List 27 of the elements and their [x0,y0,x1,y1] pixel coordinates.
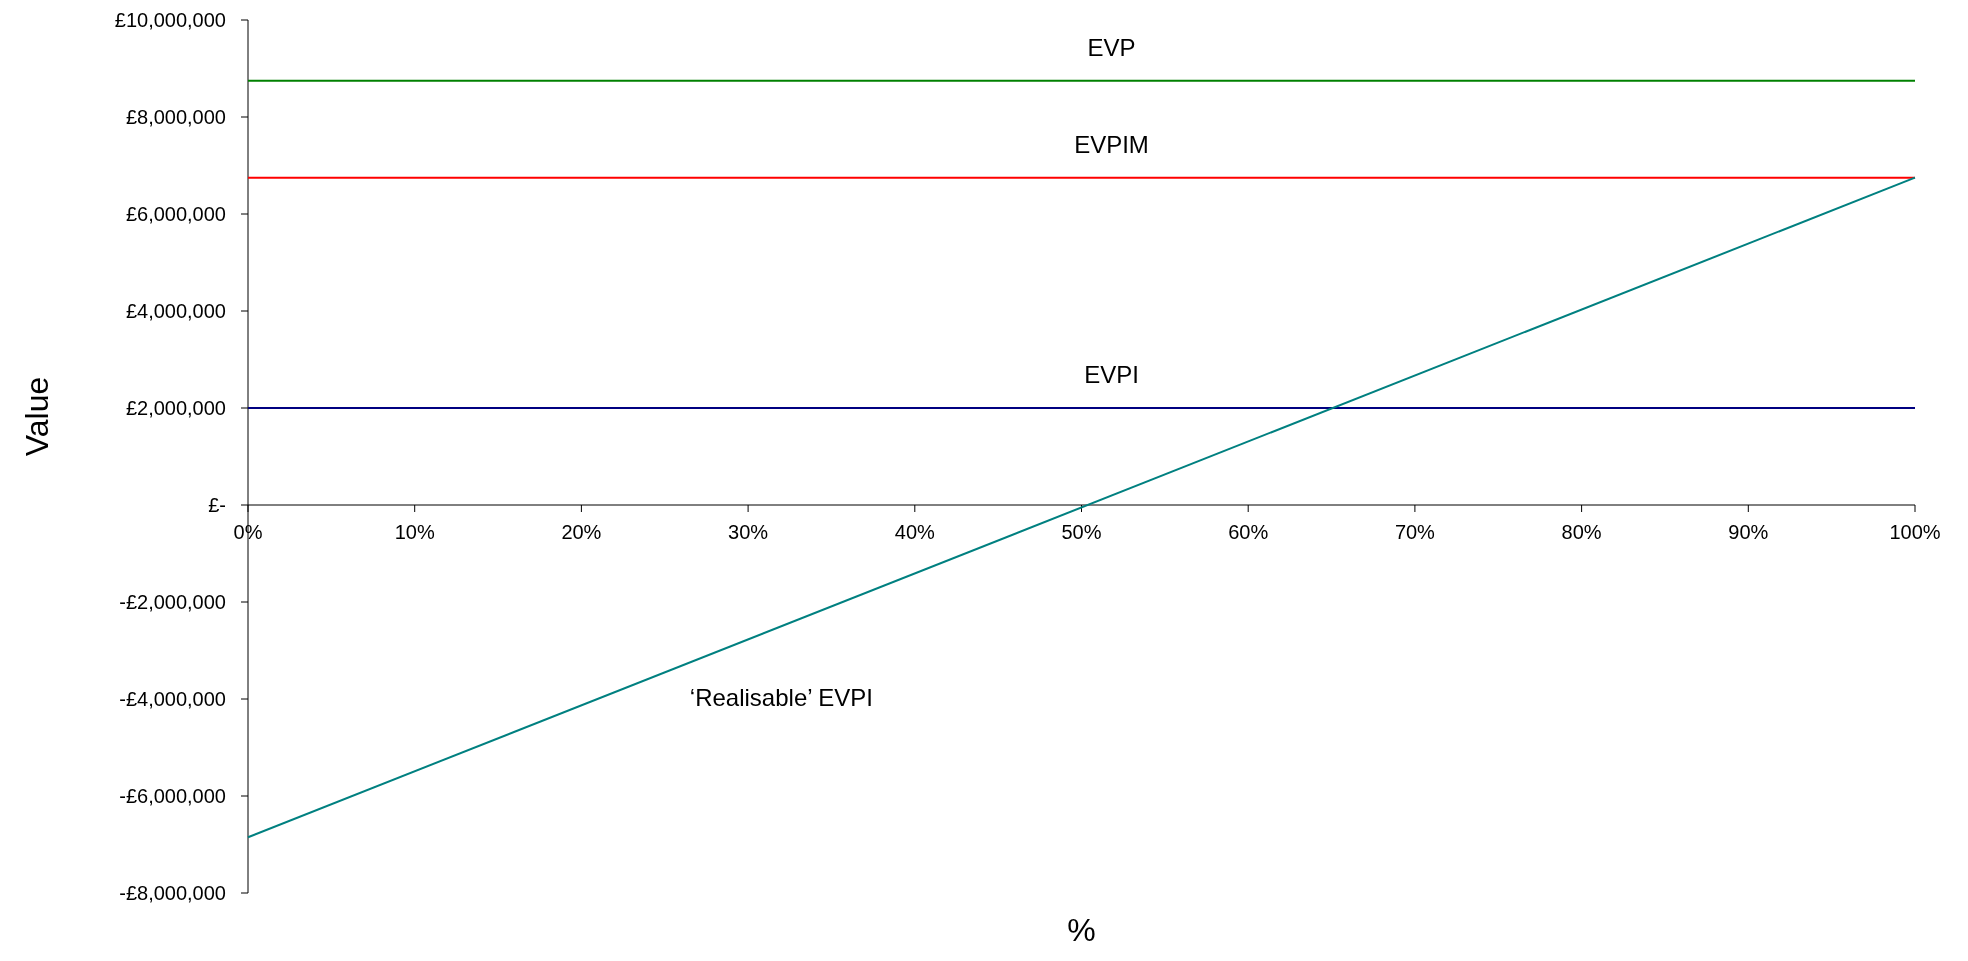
x-axis-title: % [1067,912,1096,948]
y-tick-label: -£8,000,000 [119,882,226,904]
y-tick-label: £8,000,000 [125,106,226,128]
x-tick-label: 100% [1889,521,1941,543]
x-tick-label: 90% [1728,521,1769,543]
series-label: EVP [1087,33,1136,61]
x-tick-label: 20% [561,521,602,543]
x-tick-label: 40% [894,521,936,543]
y-tick-label: £6,000,000 [125,203,226,225]
y-tick-label: £10,000,000 [114,9,226,31]
x-tick-label: 30% [728,521,769,543]
x-tick-label: 80% [1561,521,1602,543]
series-label: EVPI [1084,361,1139,388]
y-tick-label: £2,000,000 [125,397,226,419]
series-label: ‘Realisable’ EVPI [689,684,874,712]
y-tick-label: -£6,000,000 [119,785,226,807]
y-tick-label: £- [208,494,226,516]
x-tick-label: 60% [1228,521,1269,543]
y-tick-label: -£4,000,000 [119,688,226,710]
y-tick-label: £4,000,000 [125,300,226,322]
y-axis-title: Value [19,376,55,457]
x-tick-label: 70% [1394,521,1436,543]
series-label: EVPIM [1074,130,1149,158]
x-tick-label: 10% [394,521,435,543]
x-tick-label: 0% [233,521,263,543]
y-tick-label: -£2,000,000 [119,591,226,613]
x-tick-label: 50% [1061,521,1102,543]
